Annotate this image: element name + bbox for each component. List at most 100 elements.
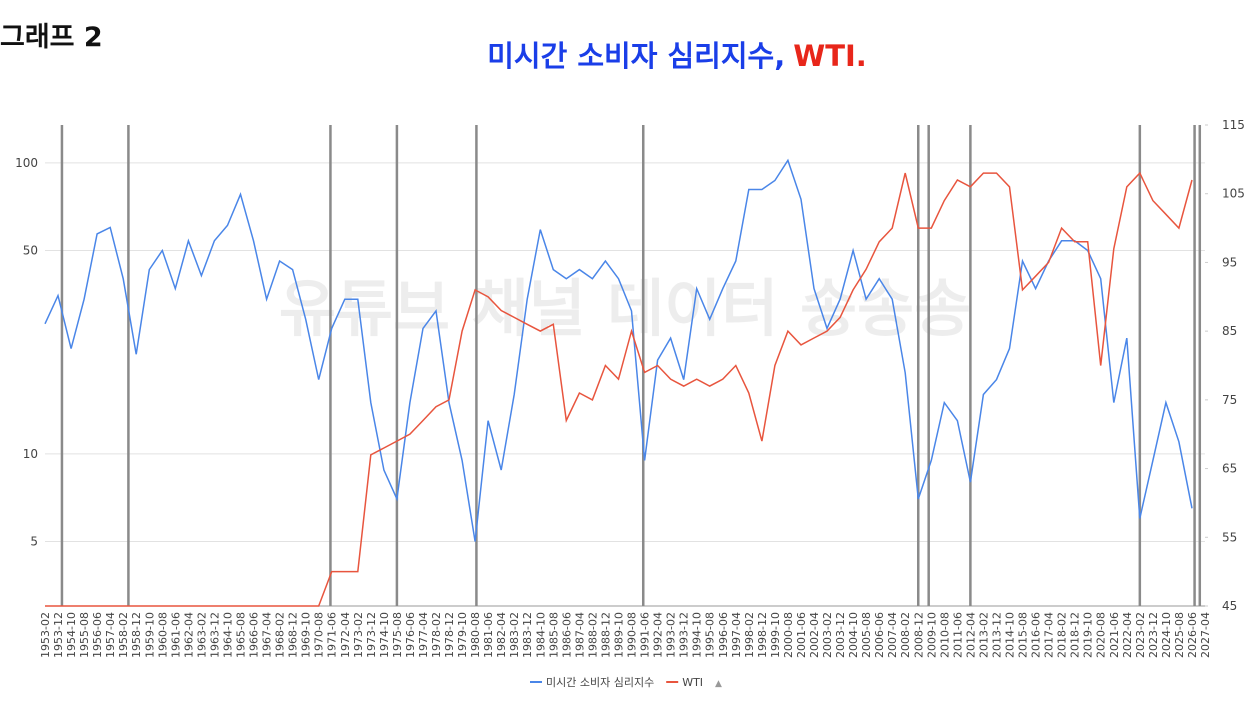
x-tick-label: 2013-02	[977, 612, 990, 658]
x-tick-label: 2001-06	[795, 612, 808, 658]
x-tick-label: 1973-12	[365, 612, 378, 658]
x-tick-label: 2008-12	[912, 612, 925, 658]
x-tick-label: 2025-08	[1173, 612, 1186, 658]
y-tick-label: 50	[23, 244, 38, 258]
x-tick-label: 1953-02	[39, 612, 52, 658]
x-tick-label: 1956-06	[91, 612, 104, 658]
x-tick-label: 2027-04	[1199, 612, 1212, 658]
series-line	[44, 158, 1193, 542]
x-tick-label: 1996-06	[717, 612, 730, 658]
x-tick-label: 2023-02	[1134, 612, 1147, 658]
x-tick-label: 1963-02	[195, 612, 208, 658]
x-tick-label: 1993-12	[678, 612, 691, 658]
watermark: 유튜브 채널 데이터 송송송	[279, 272, 971, 345]
x-tick-label: 1961-06	[169, 612, 182, 658]
chart-title: 미시간 소비자 심리지수, WTI.	[487, 39, 867, 73]
legend-pager[interactable]: ▲	[715, 679, 722, 689]
page-label: 그래프 2	[0, 22, 103, 53]
x-tick-label: 2003-02	[821, 612, 834, 658]
y2-tick-label: 65	[1222, 462, 1237, 476]
x-tick-label: 2009-10	[925, 612, 938, 658]
x-tick-label: 1999-10	[769, 612, 782, 658]
x-tick-label: 1979-10	[456, 612, 469, 658]
x-tick-label: 1982-04	[495, 612, 508, 658]
x-tick-label: 1977-04	[417, 612, 430, 658]
x-tick-label: 1957-04	[104, 612, 117, 658]
y-tick-label: 5	[30, 534, 38, 548]
x-tick-label: 1991-06	[639, 612, 652, 658]
x-tick-label: 2007-04	[886, 612, 899, 658]
x-tick-label: 2010-08	[938, 612, 951, 658]
x-tick-label: 1988-02	[586, 612, 599, 658]
x-tick-label: 2003-12	[834, 612, 847, 658]
y2-tick-label: 75	[1222, 393, 1237, 407]
x-tick-label: 1981-06	[482, 612, 495, 658]
x-tick-label: 1958-12	[130, 612, 143, 658]
x-tick-label: 2015-08	[1017, 612, 1030, 658]
x-tick-label: 1966-06	[248, 612, 261, 658]
x-tick-label: 2012-04	[964, 612, 977, 658]
x-tick-label: 2011-06	[951, 612, 964, 658]
x-tick-label: 1968-02	[274, 612, 287, 658]
x-tick-label: 1975-08	[391, 612, 404, 658]
x-tick-label: 1955-08	[78, 612, 91, 658]
x-tick-label: 1963-12	[208, 612, 221, 658]
x-tick-label: 1985-08	[547, 612, 560, 658]
x-tick-label: 1968-12	[287, 612, 300, 658]
x-tick-label: 1969-10	[300, 612, 313, 658]
x-tick-label: 1965-08	[235, 612, 248, 658]
x-tick-label: 2022-04	[1121, 612, 1134, 658]
x-tick-label: 1970-08	[313, 612, 326, 658]
y2-tick-label: 45	[1222, 599, 1237, 613]
x-tick-label: 1983-12	[521, 612, 534, 658]
legend-label: WTI	[682, 676, 703, 689]
x-tick-label: 1988-12	[599, 612, 612, 658]
x-tick-label: 1972-04	[339, 612, 352, 658]
x-tick-label: 2005-08	[860, 612, 873, 658]
x-tick-label: 1973-02	[352, 612, 365, 658]
x-tick-label: 2020-08	[1095, 612, 1108, 658]
x-tick-label: 1978-12	[443, 612, 456, 658]
x-tick-label: 2018-02	[1056, 612, 1069, 658]
x-tick-label: 1974-10	[378, 612, 391, 658]
x-tick-label: 1984-10	[534, 612, 547, 658]
x-tick-label: 2021-06	[1108, 612, 1121, 658]
x-tick-label: 2019-10	[1082, 612, 1095, 658]
x-tick-label: 1953-12	[52, 612, 65, 658]
legend-label: 미시간 소비자 심리지수	[546, 676, 654, 689]
title-part: 미시간 소비자 심리지수,	[487, 39, 785, 73]
x-tick-label: 2002-04	[808, 612, 821, 658]
x-tick-label: 2013-12	[990, 612, 1003, 658]
title-part: WTI.	[793, 39, 867, 73]
x-tick-label: 1998-02	[743, 612, 756, 658]
x-tick-label: 1978-02	[430, 612, 443, 658]
x-tick-label: 2008-02	[899, 612, 912, 658]
x-tick-label: 1960-08	[156, 612, 169, 658]
y2-tick-label: 115	[1222, 118, 1245, 132]
x-tick-label: 2014-10	[1003, 612, 1016, 658]
x-tick-label: 1995-08	[704, 612, 717, 658]
y2-tick-label: 105	[1222, 187, 1245, 201]
x-tick-label: 2018-12	[1069, 612, 1082, 658]
x-tick-label: 1959-10	[143, 612, 156, 658]
x-tick-label: 1990-08	[626, 612, 639, 658]
y-tick-label: 10	[23, 447, 38, 461]
x-tick-label: 1994-10	[691, 612, 704, 658]
x-tick-label: 1992-04	[652, 612, 665, 658]
x-tick-label: 1976-06	[404, 612, 417, 658]
x-tick-label: 1998-12	[756, 612, 769, 658]
y-tick-label: 100	[15, 156, 38, 170]
y2-tick-label: 85	[1222, 324, 1237, 338]
y2-tick-label: 95	[1222, 255, 1237, 269]
series-line	[45, 171, 1193, 607]
x-tick-label: 2016-06	[1030, 612, 1043, 658]
x-tick-label: 2024-10	[1160, 612, 1173, 658]
x-tick-label: 1967-04	[261, 612, 274, 658]
x-tick-label: 1993-02	[665, 612, 678, 658]
x-tick-label: 2004-10	[847, 612, 860, 658]
x-tick-label: 1962-04	[182, 612, 195, 658]
y2-tick-label: 55	[1222, 530, 1237, 544]
x-tick-label: 1980-08	[469, 612, 482, 658]
x-tick-label: 2017-04	[1043, 612, 1056, 658]
x-tick-label: 2023-12	[1147, 612, 1160, 658]
